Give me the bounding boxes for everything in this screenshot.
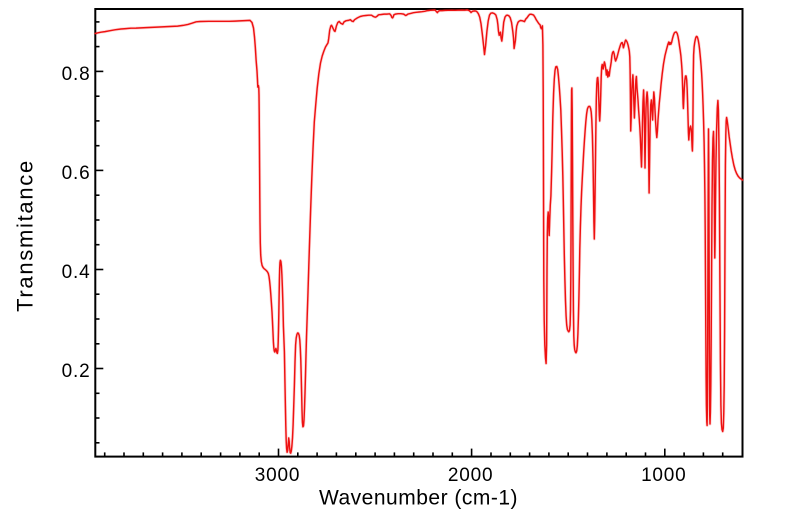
- svg-text:1000: 1000: [641, 465, 686, 486]
- svg-text:Transmitance: Transmitance: [13, 159, 38, 312]
- svg-text:3000: 3000: [255, 465, 300, 486]
- svg-text:0.4: 0.4: [62, 262, 91, 283]
- svg-text:0.6: 0.6: [62, 163, 91, 184]
- svg-text:0.8: 0.8: [62, 64, 91, 85]
- svg-text:Wavenumber (cm-1): Wavenumber (cm-1): [319, 486, 518, 509]
- svg-text:2000: 2000: [448, 465, 493, 486]
- svg-text:0.2: 0.2: [62, 361, 91, 382]
